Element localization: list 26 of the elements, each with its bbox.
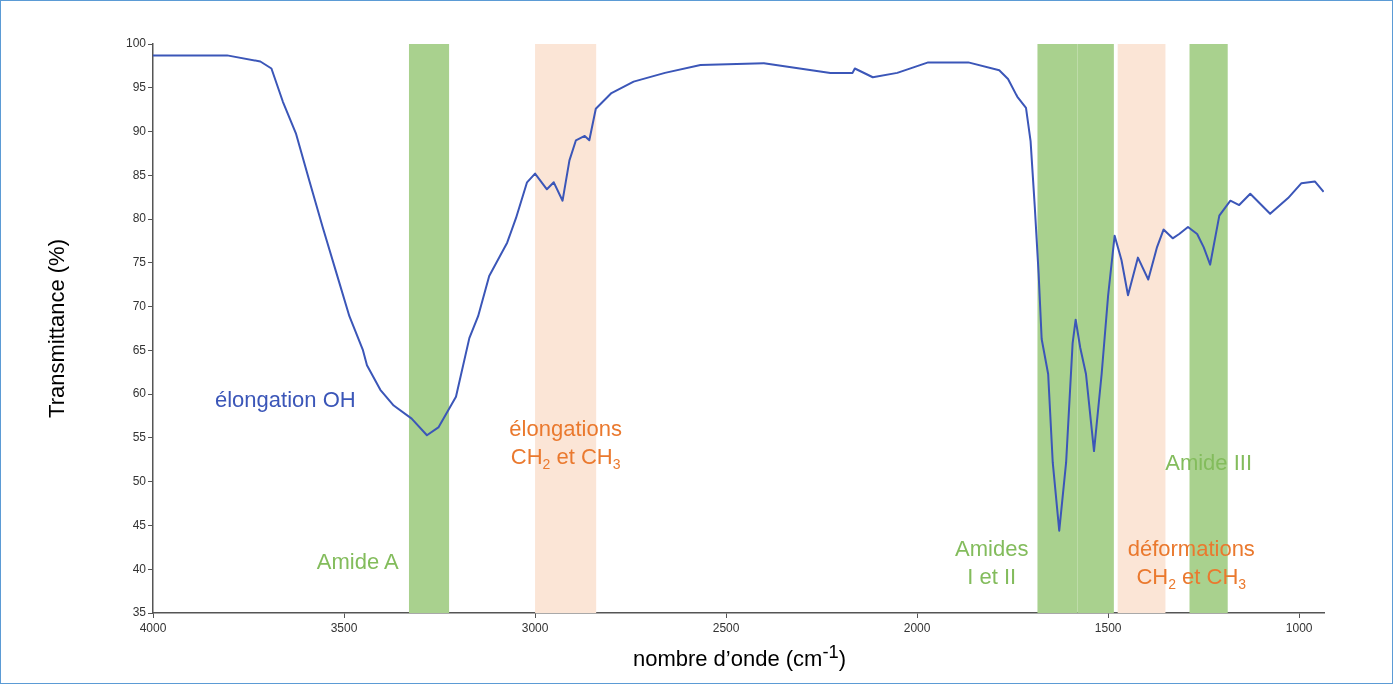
x-tick-label: 3000 bbox=[521, 620, 549, 635]
y-tick-label: 65 bbox=[132, 342, 147, 357]
y-tick-label: 45 bbox=[132, 517, 147, 532]
x-tick-label: 4000 bbox=[139, 620, 167, 635]
y-tick-label: 60 bbox=[132, 386, 147, 401]
x-tick-label: 2500 bbox=[712, 620, 740, 635]
y-tick-label: 100 bbox=[125, 36, 147, 51]
y-tick-label: 95 bbox=[132, 80, 147, 95]
y-tick-label: 75 bbox=[132, 255, 147, 270]
band-label: Amide A bbox=[316, 548, 400, 574]
y-tick-label: 70 bbox=[132, 298, 147, 313]
x-axis-title: nombre d’onde (cm$^{-1}$) bbox=[631, 641, 848, 673]
band-label: Amides I et II bbox=[955, 535, 1029, 590]
x-tick-label: 2000 bbox=[903, 620, 931, 635]
y-tick-label: 40 bbox=[132, 561, 147, 576]
y-tick-label: 85 bbox=[132, 167, 147, 182]
y-tick-label: 80 bbox=[132, 211, 147, 226]
x-tick-label: 1000 bbox=[1285, 620, 1313, 635]
x-tick-label: 3500 bbox=[330, 620, 358, 635]
y-tick-label: 55 bbox=[132, 430, 147, 445]
y-axis-title: Transmittance (%) bbox=[44, 239, 70, 418]
y-tick-label: 90 bbox=[132, 123, 147, 138]
y-tick-label: 50 bbox=[132, 474, 147, 488]
annotation: élongation OH bbox=[215, 386, 356, 412]
y-tick-label: 35 bbox=[132, 605, 147, 620]
x-tick-label: 1500 bbox=[1094, 620, 1122, 635]
